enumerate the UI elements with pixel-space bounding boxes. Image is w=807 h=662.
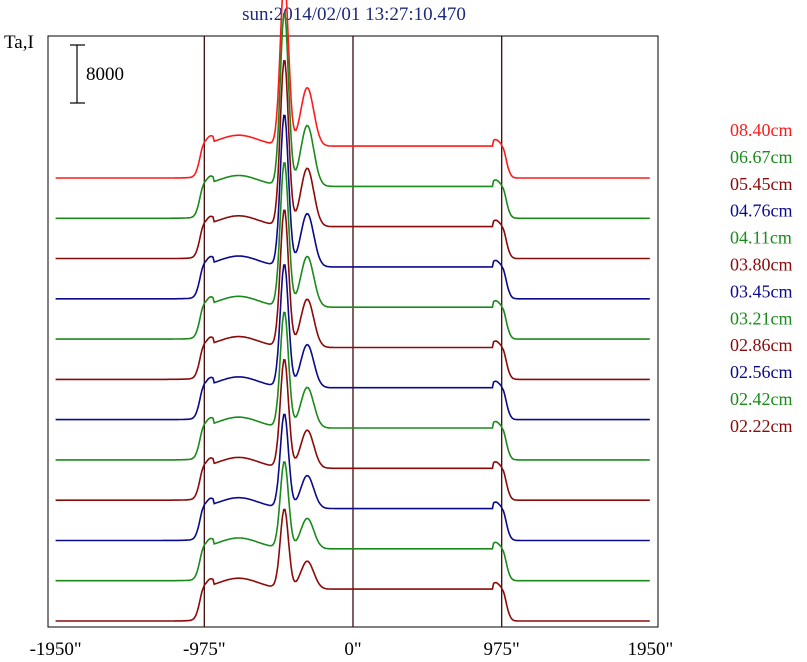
series-line-10 (55, 461, 650, 582)
legend-entry-8: 02.86cm (730, 335, 793, 355)
legend-entry-3: 04.76cm (730, 201, 793, 221)
scale-bar-label: 8000 (86, 64, 124, 85)
legend-entry-1: 06.67cm (730, 147, 793, 167)
series-line-5 (55, 209, 650, 381)
series-line-3 (55, 114, 650, 300)
series-line-8 (55, 359, 650, 501)
legend-entry-10: 02.42cm (730, 389, 793, 409)
legend-entry-0: 08.40cm (730, 120, 793, 140)
series-line-0 (55, 0, 650, 179)
legend-entry-7: 03.21cm (730, 308, 793, 328)
series-line-7 (55, 311, 650, 461)
series-line-11 (55, 508, 650, 622)
x-tick-label-3: 975" (484, 639, 520, 660)
chart-title: sun:2014/02/01 13:27:10.470 (242, 4, 466, 25)
legend-entry-9: 02.56cm (730, 362, 793, 382)
vertical-reference-lines (203, 36, 503, 627)
series-line-6 (55, 264, 650, 421)
series-line-1 (55, 12, 650, 220)
series-line-9 (55, 413, 650, 542)
legend-entry-4: 04.11cm (730, 228, 792, 248)
series-lines (55, 0, 650, 622)
legend-entry-5: 03.80cm (730, 255, 793, 275)
series-line-4 (55, 162, 650, 340)
x-tick-label-4: 1950" (627, 639, 673, 660)
legend-entry-2: 05.45cm (730, 174, 793, 194)
legend-entry-11: 02.22cm (730, 416, 793, 436)
x-tick-label-2: 0" (344, 639, 361, 660)
y-axis-label: Ta,I (4, 32, 34, 53)
legend-entry-6: 03.45cm (730, 281, 793, 301)
x-tick-label-1: -975" (183, 639, 226, 660)
x-tick-labels: -1950" -975" 0" 975" 1950" (30, 639, 674, 660)
x-tick-label-0: -1950" (30, 639, 82, 660)
legend: 08.40cm 06.67cm 05.45cm 04.76cm 04.11cm 03.80… (730, 120, 793, 436)
series-line-2 (55, 60, 650, 260)
scale-bar: 8000 (70, 44, 124, 104)
